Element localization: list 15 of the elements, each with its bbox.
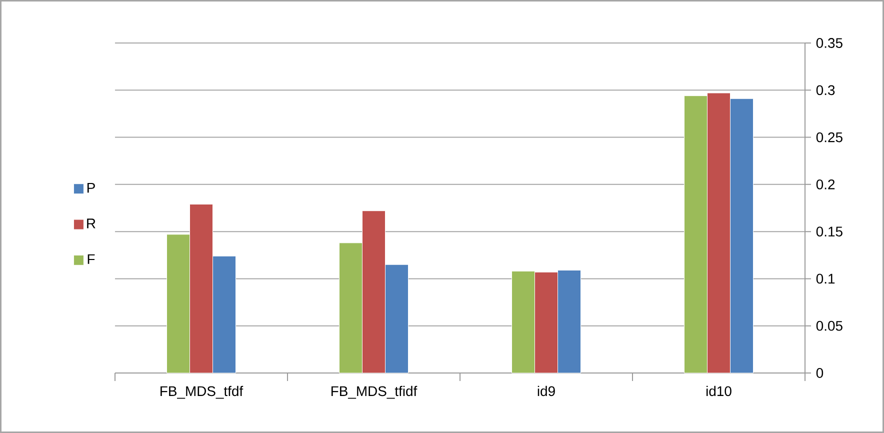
- x-tick-label: FB_MDS_tfidf: [331, 386, 418, 399]
- x-tick-label: id10: [706, 386, 732, 396]
- y-tick-label: 0.05: [816, 320, 842, 331]
- legend-label: R: [87, 218, 96, 228]
- y-tick-label: 0.2: [816, 179, 835, 190]
- y-tick-label: 0.1: [816, 274, 835, 284]
- y-tick-label: 0.35: [816, 38, 842, 48]
- legend-label: P: [87, 182, 95, 193]
- y-tick-label: 0.25: [816, 132, 842, 142]
- x-tick-label: FB_MDS_tfdf: [160, 386, 244, 399]
- y-tick-label: 0.15: [816, 226, 842, 237]
- y-tick-label: 0.3: [816, 85, 835, 96]
- x-tick-label: id9: [538, 386, 555, 396]
- legend-label: F: [88, 254, 95, 264]
- y-tick-label: 0: [816, 368, 824, 378]
